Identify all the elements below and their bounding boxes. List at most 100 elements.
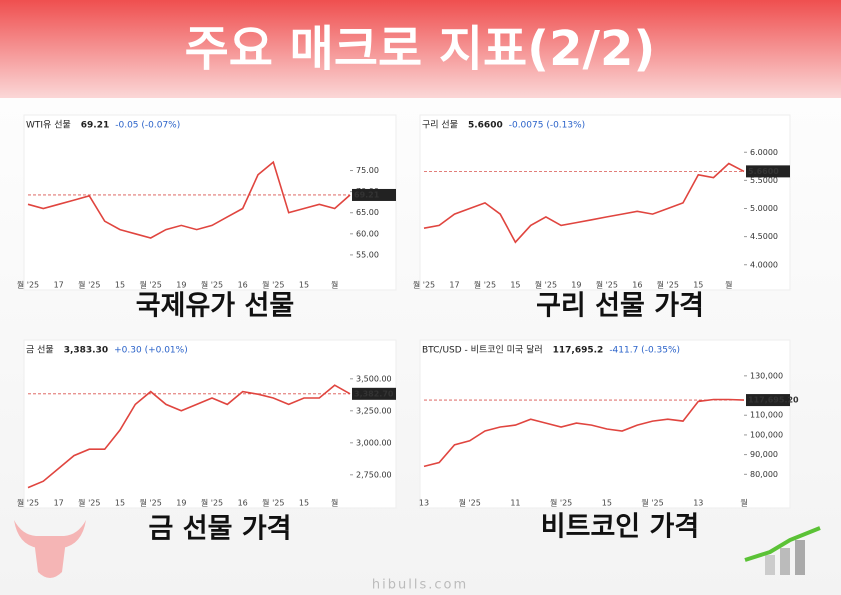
chart-caption: 구리 선물 가격 — [536, 291, 704, 322]
y-tick-label: 4.0000 — [750, 260, 778, 269]
price-box — [746, 394, 790, 407]
x-tick-label: 15 — [602, 499, 612, 508]
price-box — [352, 188, 396, 201]
change: -411.7 (-0.35%) — [609, 346, 680, 356]
price-box — [352, 387, 396, 400]
x-tick-label: 월 — [331, 280, 338, 290]
x-tick-label: 15 — [299, 499, 309, 508]
x-tick-label: 16 — [632, 281, 642, 290]
x-tick-label: 월 '25 — [201, 280, 223, 290]
x-tick-label: 16 — [238, 281, 248, 290]
instrument: WTI유 선물 — [26, 120, 71, 131]
y-tick-label: 110,000 — [750, 411, 783, 420]
price-box-label: 117,695.20 — [748, 396, 799, 405]
x-tick-label: 월 '25 — [550, 498, 572, 508]
panel-bg — [419, 339, 791, 509]
price-box — [746, 165, 790, 178]
change: -0.05 (-0.07%) — [115, 121, 180, 131]
x-tick-label: 월 '25 — [140, 280, 162, 290]
chart-caption: 비트코인 가격 — [541, 512, 699, 543]
y-tick-label: 90,000 — [750, 450, 778, 459]
x-tick-label: 월 '25 — [17, 280, 39, 290]
price-box-label: 3,382.70 — [354, 389, 394, 398]
x-tick-label: 월 '25 — [262, 498, 284, 508]
price-box-label: 5.6600 — [748, 167, 779, 176]
panel-bg — [23, 339, 397, 509]
instrument: BTC/USD - 비트코인 미국 달러 — [422, 344, 543, 356]
panel-bg — [23, 114, 397, 291]
x-tick-label: 월 — [740, 498, 747, 508]
page-title: 주요 매크로 지표(2/2) — [185, 21, 656, 77]
x-tick-label: 월 '25 — [657, 280, 679, 290]
x-tick-label: 13 — [693, 499, 703, 508]
y-tick-label: 4.5000 — [750, 232, 778, 241]
price-box-label: 69.21 — [354, 190, 380, 199]
y-tick-label: 75.00 — [356, 166, 379, 175]
y-tick-label: 5.0000 — [750, 204, 778, 213]
x-tick-label: 월 '25 — [262, 280, 284, 290]
x-tick-label: 15 — [299, 281, 309, 290]
y-tick-label: 130,000 — [750, 371, 783, 380]
x-tick-label: 월 '25 — [17, 498, 39, 508]
x-tick-label: 15 — [115, 281, 125, 290]
chart-panel: WTI유 선물 69.21 -0.05 (-0.07%) 55.00 60.00 65.0… — [17, 114, 397, 291]
x-tick-label: 15 — [510, 281, 520, 290]
panel-bg — [419, 114, 791, 291]
chart-panel: BTC/USD - 비트코인 미국 달러 117,695.2 -411.7 (-0.… — [419, 339, 799, 509]
x-tick-label: 월 '25 — [535, 280, 557, 290]
chart-panel: 금 선물 3,383.30 +0.30 (+0.01%) 2,750.00 3,000.… — [17, 339, 397, 509]
x-tick-label: 17 — [449, 281, 459, 290]
y-tick-label: 6.0000 — [750, 148, 778, 157]
chart-panel: 구리 선물 5.6600 -0.0075 (-0.13%) 4.0000 4.5000 5… — [413, 114, 791, 291]
price-series — [27, 384, 351, 489]
y-tick-label: 2,750.00 — [356, 470, 392, 479]
x-tick-label: 월 '25 — [596, 280, 618, 290]
instrument: 금 선물 — [26, 345, 54, 356]
y-tick-label: 55.00 — [356, 250, 379, 259]
y-tick-label: 65.00 — [356, 208, 379, 217]
x-tick-label: 월 '25 — [78, 280, 100, 290]
y-tick-label: 60.00 — [356, 229, 379, 238]
x-tick-label: 16 — [238, 499, 248, 508]
y-tick-label: 3,250.00 — [356, 406, 392, 415]
change: +0.30 (+0.01%) — [114, 346, 188, 356]
x-tick-label: 월 — [725, 280, 732, 290]
y-tick-label: 80,000 — [750, 470, 778, 479]
chart-caption: 금 선물 가격 — [149, 514, 292, 545]
x-tick-label: 13 — [419, 499, 429, 508]
growth-icon — [744, 526, 821, 575]
x-tick-label: 월 — [331, 498, 338, 508]
x-tick-label: 17 — [54, 281, 64, 290]
y-tick-label: 3,000.00 — [356, 438, 392, 447]
x-tick-label: 19 — [176, 281, 186, 290]
x-tick-label: 19 — [176, 499, 186, 508]
y-tick-label: 5.5000 — [750, 176, 778, 185]
x-tick-label: 월 '25 — [459, 498, 481, 508]
chart-caption: 국제유가 선물 — [136, 291, 294, 322]
bull-icon — [14, 520, 86, 578]
x-tick-label: 17 — [54, 499, 64, 508]
x-tick-label: 월 '25 — [78, 498, 100, 508]
footer-site: hibulls.com — [372, 578, 468, 593]
x-tick-label: 15 — [115, 499, 125, 508]
x-tick-label: 19 — [571, 281, 581, 290]
price: 69.21 — [81, 121, 109, 131]
x-tick-label: 월 '25 — [413, 280, 435, 290]
x-tick-label: 월 '25 — [140, 498, 162, 508]
price: 117,695.2 — [553, 346, 604, 356]
price: 5.6600 — [468, 121, 503, 131]
x-tick-label: 11 — [510, 499, 520, 508]
y-tick-label: 3,500.00 — [356, 374, 392, 383]
price-series — [423, 398, 745, 468]
instrument: 구리 선물 — [422, 120, 458, 131]
x-tick-label: 15 — [693, 281, 703, 290]
price-series — [423, 162, 745, 244]
title-band — [0, 0, 841, 98]
y-tick-label: 100,000 — [750, 430, 783, 439]
x-tick-label: 월 '25 — [474, 280, 496, 290]
change: -0.0075 (-0.13%) — [509, 121, 585, 131]
x-tick-label: 월 '25 — [201, 498, 223, 508]
price-series — [27, 160, 351, 239]
price: 3,383.30 — [64, 346, 108, 356]
x-tick-label: 월 '25 — [641, 498, 663, 508]
